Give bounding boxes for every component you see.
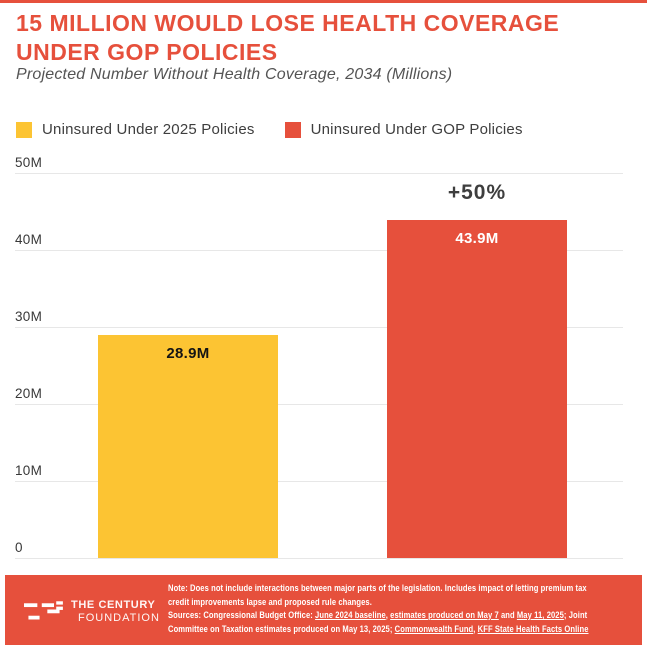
percent-change-annotation: +50% [447,180,507,204]
bar-gop-policies: 43.9M [387,219,567,558]
source-link[interactable]: Commonwealth Fund [394,623,474,635]
source-link[interactable]: June 2024 baseline [315,610,386,621]
page-title: 15 MILLION WOULD LOSE HEALTH COVERAGE UN… [16,9,559,67]
footer-note-line: Sources: Congressional Budget Office: Ju… [168,609,636,623]
top-accent-rule [0,0,647,3]
legend-label: Uninsured Under 2025 Policies [42,121,255,138]
note-text: , [385,610,391,621]
bar-2025-policies: 28.9M [98,335,278,558]
gridline-0 [15,558,623,559]
y-axis-tick-label: 30M [15,309,43,324]
bar-value-label: 43.9M [455,229,499,247]
gridline-50M [15,173,623,174]
y-axis-tick-label: 20M [15,386,43,401]
legend-item-1: Uninsured Under GOP Policies [284,121,523,138]
footer-source-band: THE CENTURY FOUNDATION Note: Does not in… [5,575,642,645]
bar-chart-plot-area: 50M 40M 30M 20M 10M 0 28.9M 43.9M +50% [15,155,623,559]
y-axis-tick-label: 0 [15,540,23,555]
org-name-line2: FOUNDATION [78,612,160,624]
legend-label: Uninsured Under GOP Policies [310,121,523,138]
gridline-40M [15,250,623,251]
gridline-10M [15,481,623,482]
legend-swatch-icon [284,121,301,138]
note-text: and [498,610,517,621]
legend-swatch-icon [16,121,32,138]
note-text: , [473,623,478,635]
note-text: Congressional Budget Office: [203,610,316,621]
org-name-line1: THE CENTURY [71,599,156,611]
note-label: Sources: [168,610,204,621]
tcf-logo-icon [24,601,63,620]
note-text: credit improvements lapse and proposed r… [168,596,372,608]
gridline-20M [15,404,623,405]
source-link[interactable]: KFF State Health Facts Online [477,623,589,635]
chart-legend: Uninsured Under 2025 Policies Uninsured U… [16,121,523,138]
footer-note-line: credit improvements lapse and proposed r… [168,596,636,610]
footer-note-line: Note: Does not include interactions betw… [168,582,636,596]
gridline-30M [15,327,623,328]
note-label: Note: [168,583,191,594]
footer-note-line: Committee on Taxation estimates produced… [168,623,636,637]
y-axis-tick-label: 50M [15,155,43,170]
footer-note-text: Note: Does not include interactions betw… [168,582,636,636]
bar-value-label: 28.9M [166,345,210,363]
source-link[interactable]: estimates produced on May 7 [390,610,499,621]
note-text: ; Joint [563,610,588,621]
note-text: Committee on Taxation estimates produced… [168,623,395,635]
title-line-1: 15 MILLION WOULD LOSE HEALTH COVERAGE [16,10,560,36]
y-axis-tick-label: 40M [15,232,43,247]
legend-item-0: Uninsured Under 2025 Policies [16,121,255,138]
org-wordmark: THE CENTURY FOUNDATION [71,599,160,624]
title-line-2: UNDER GOP POLICIES [16,39,278,65]
y-axis-tick-label: 10M [15,463,43,478]
note-text: Does not include interactions between ma… [190,583,587,594]
source-link[interactable]: May 11, 2025 [516,610,564,621]
chart-subtitle: Projected Number Without Health Coverage… [16,66,453,83]
